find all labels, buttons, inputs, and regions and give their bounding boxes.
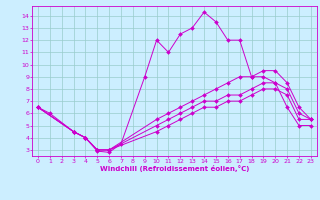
X-axis label: Windchill (Refroidissement éolien,°C): Windchill (Refroidissement éolien,°C) (100, 165, 249, 172)
